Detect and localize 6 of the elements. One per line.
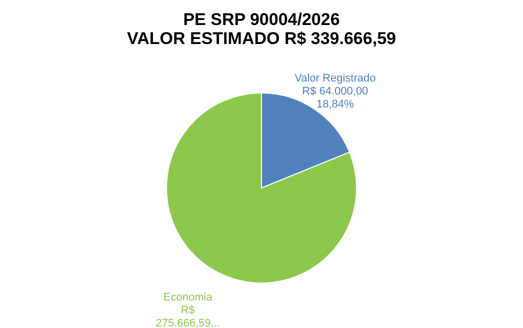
slice-label: Valor Registrado [294, 72, 376, 84]
slice-label: Economia [163, 292, 214, 304]
data-label: R$ 64.000,00 18,84% [302, 85, 368, 110]
data-label: R$ 275.666,59... [156, 304, 220, 328]
chart-title: PE SRP 90004/2026 [183, 10, 340, 29]
chart-subtitle: VALOR ESTIMADO R$ 339.666,59 [127, 29, 396, 48]
